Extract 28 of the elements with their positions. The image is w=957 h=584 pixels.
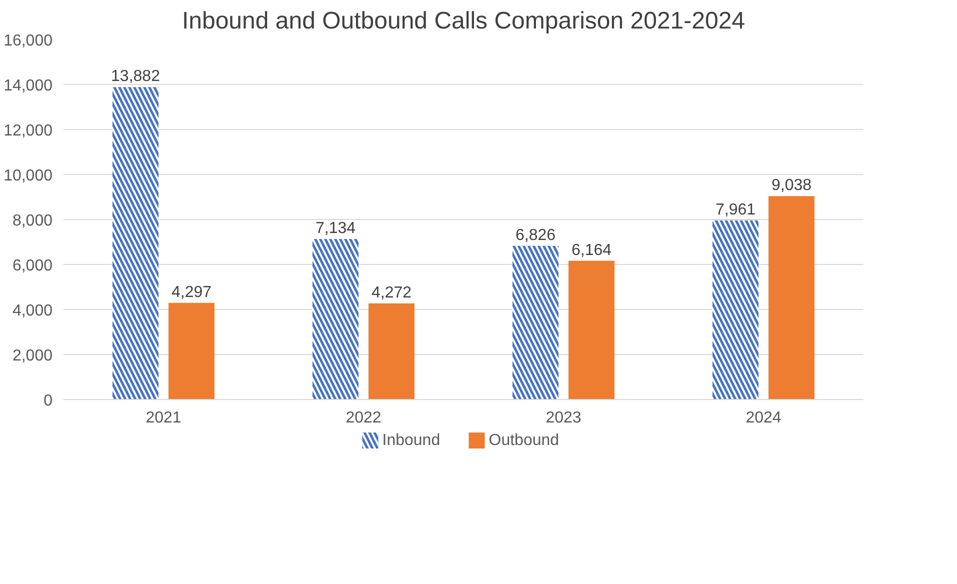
legend-label: Outbound bbox=[488, 432, 560, 449]
bar bbox=[768, 196, 814, 400]
data-label: 7,134 bbox=[315, 220, 356, 237]
y-tick-label: 6,000 bbox=[12, 258, 53, 274]
x-tick-label: 2024 bbox=[746, 410, 782, 426]
data-label: 7,961 bbox=[715, 201, 756, 218]
data-label: 6,164 bbox=[571, 242, 612, 259]
bar bbox=[568, 260, 614, 400]
bar bbox=[368, 303, 414, 400]
y-tick-label: 16,000 bbox=[4, 32, 53, 50]
chart-title: Inbound and Outbound Calls Comparison 2021-2024 bbox=[182, 8, 746, 34]
data-label: 9,038 bbox=[771, 177, 812, 194]
y-tick-label: 10,000 bbox=[4, 168, 53, 184]
y-tick-label: 4,000 bbox=[12, 302, 53, 320]
data-label: 4,272 bbox=[371, 284, 412, 302]
x-tick-label: 2022 bbox=[346, 410, 382, 426]
data-label: 6,826 bbox=[515, 226, 556, 244]
y-tick-label: 8,000 bbox=[12, 212, 53, 230]
y-tick-label: 0 bbox=[44, 392, 53, 410]
data-label: 13,882 bbox=[111, 68, 160, 86]
legend-label: Inbound bbox=[382, 432, 440, 449]
bar bbox=[168, 302, 214, 400]
y-tick-label: 14,000 bbox=[4, 78, 53, 94]
x-tick-label: 2023 bbox=[546, 410, 582, 426]
y-tick-label: 2,000 bbox=[12, 348, 53, 364]
data-label: 4,297 bbox=[171, 284, 212, 301]
x-tick-label: 2021 bbox=[146, 410, 182, 426]
y-tick-label: 12,000 bbox=[4, 122, 53, 140]
